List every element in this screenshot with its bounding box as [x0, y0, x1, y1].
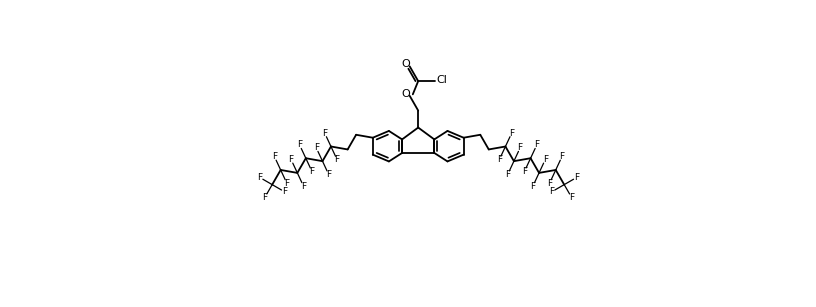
- Text: F: F: [335, 155, 339, 164]
- Text: F: F: [574, 173, 579, 182]
- Text: F: F: [509, 129, 514, 138]
- Text: F: F: [282, 188, 287, 196]
- Text: F: F: [543, 155, 548, 164]
- Text: F: F: [289, 155, 294, 164]
- Text: Cl: Cl: [437, 75, 447, 85]
- Text: F: F: [505, 170, 510, 179]
- Text: O: O: [401, 59, 410, 69]
- Text: F: F: [257, 173, 262, 182]
- Text: F: F: [284, 179, 290, 188]
- Text: F: F: [322, 129, 327, 138]
- Text: F: F: [262, 193, 268, 202]
- Text: F: F: [517, 143, 523, 152]
- Text: F: F: [559, 152, 565, 161]
- Text: F: F: [301, 182, 306, 191]
- Text: F: F: [549, 188, 554, 196]
- Text: F: F: [297, 141, 302, 150]
- Text: F: F: [497, 155, 502, 164]
- Text: F: F: [313, 143, 319, 152]
- Text: F: F: [522, 167, 527, 176]
- Text: F: F: [534, 141, 539, 150]
- Text: F: F: [309, 167, 314, 176]
- Text: O: O: [401, 88, 410, 99]
- Text: F: F: [272, 152, 277, 161]
- Text: F: F: [569, 193, 574, 202]
- Text: F: F: [530, 182, 535, 191]
- Text: F: F: [326, 170, 331, 179]
- Text: F: F: [547, 179, 552, 188]
